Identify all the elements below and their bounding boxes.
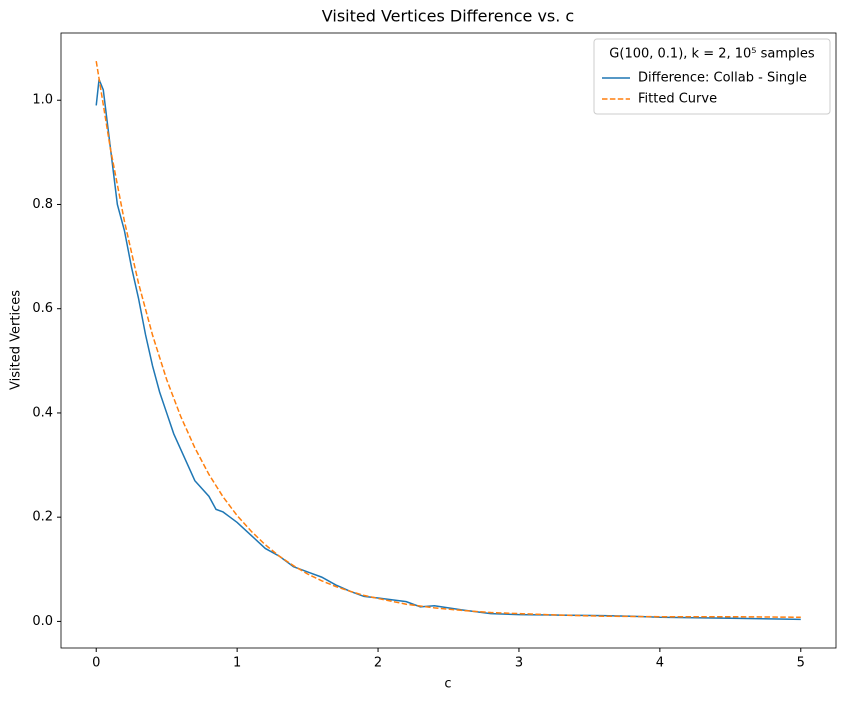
y-tick-label: 0.6 bbox=[32, 301, 53, 316]
data-line bbox=[95, 61, 801, 618]
data-line bbox=[95, 79, 801, 621]
legend-title: G(100, 0.1), k = 2, 10⁵ samples bbox=[609, 47, 815, 62]
plot-frame bbox=[60, 32, 837, 649]
legend-box bbox=[593, 38, 831, 115]
x-tick-label: 3 bbox=[515, 656, 523, 671]
x-tick-label: 0 bbox=[92, 656, 100, 671]
chart-title: Visited Vertices Difference vs. c bbox=[322, 7, 574, 26]
x-tick-label: 1 bbox=[233, 656, 241, 671]
x-tick-label: 5 bbox=[797, 656, 805, 671]
y-tick-label: 0.2 bbox=[32, 510, 53, 525]
x-axis-label: c bbox=[444, 677, 451, 692]
legend-label: Difference: Collab - Single bbox=[638, 71, 807, 86]
legend: G(100, 0.1), k = 2, 10⁵ samples Differenc… bbox=[593, 38, 831, 115]
y-tick-label: 0.4 bbox=[32, 405, 53, 420]
x-tick-label: 4 bbox=[656, 656, 664, 671]
y-axis-label: Visited Vertices bbox=[9, 290, 24, 390]
y-tick-label: 1.0 bbox=[32, 93, 53, 108]
x-tick-label: 2 bbox=[374, 656, 382, 671]
legend-label: Fitted Curve bbox=[638, 92, 717, 107]
y-tick-label: 0.0 bbox=[32, 614, 53, 629]
y-tick-label: 0.8 bbox=[32, 197, 53, 212]
